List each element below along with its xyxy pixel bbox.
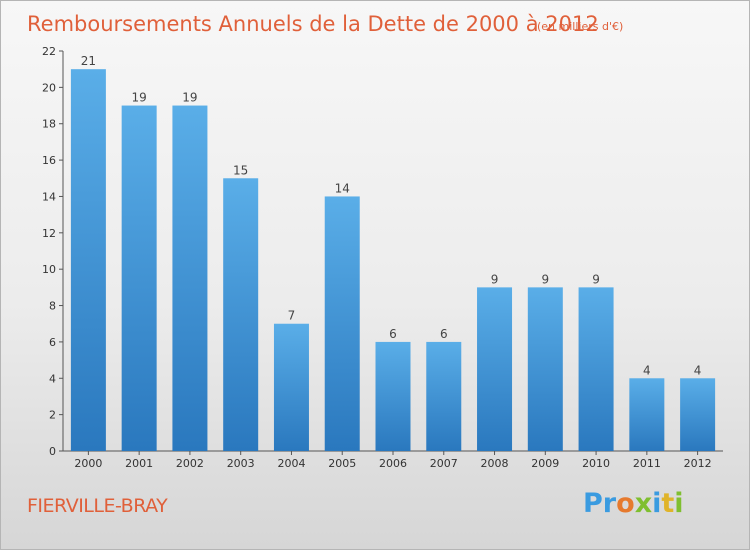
bar-value-label: 6	[440, 327, 448, 341]
y-tick-label: 0	[49, 445, 56, 458]
logo-letter: P	[583, 488, 603, 519]
bar-value-label: 14	[335, 181, 350, 195]
bar-value-label: 4	[694, 363, 702, 377]
axes: 0 2 4 6 8 10 12 14 16 18 20 22 2000 2001 2002 2003 2004 2…	[42, 45, 723, 470]
x-tick-label: 2002	[176, 457, 204, 470]
logo-letter: i	[652, 488, 662, 519]
bar-value-label: 19	[132, 91, 147, 105]
bar-value-label: 19	[182, 91, 197, 105]
x-tick-label: 2009	[531, 457, 559, 470]
bar	[578, 287, 614, 451]
bar-value-label: 21	[81, 54, 96, 68]
bar	[426, 341, 462, 451]
logo-letter: i	[674, 488, 684, 519]
x-tick-label: 2000	[74, 457, 102, 470]
bar	[324, 196, 360, 451]
commune-name: FIERVILLE-BRAY	[27, 495, 168, 517]
bar	[70, 69, 106, 451]
x-tick-label: 2006	[379, 457, 407, 470]
bar-value-label: 9	[491, 272, 499, 286]
bar-value-label: 7	[288, 309, 296, 323]
y-tick-label: 22	[42, 45, 56, 58]
bar-value-label: 9	[592, 272, 600, 286]
bar	[680, 378, 716, 451]
bar	[223, 178, 259, 452]
chart-title: Remboursements Annuels de la Dette de 20…	[27, 12, 599, 36]
proxiti-logo: Proxiti	[583, 488, 684, 519]
bar	[121, 105, 157, 451]
logo-letter: r	[602, 488, 617, 519]
x-tick-label: 2010	[582, 457, 610, 470]
x-tick-label: 2005	[328, 457, 356, 470]
x-tick-label: 2007	[430, 457, 458, 470]
y-tick-label: 20	[42, 81, 56, 94]
x-tick-label: 2003	[227, 457, 255, 470]
y-tick-label: 2	[49, 409, 56, 422]
bar	[172, 105, 208, 451]
y-tick-label: 12	[42, 227, 56, 240]
x-tick-label: 2012	[684, 457, 712, 470]
y-tick-label: 16	[42, 154, 56, 167]
bar	[375, 341, 411, 451]
y-tick-label: 18	[42, 118, 56, 131]
bar	[527, 287, 563, 451]
bar	[273, 323, 309, 451]
x-tick-label: 2011	[633, 457, 661, 470]
logo-letter: t	[661, 488, 675, 519]
chart-unit: (en milliers d'€)	[537, 20, 623, 33]
bar-value-label: 4	[643, 363, 651, 377]
bar-value-label: 9	[541, 272, 549, 286]
logo-letter: o	[616, 488, 635, 519]
bar-value-label: 6	[389, 327, 397, 341]
y-tick-label: 4	[49, 372, 56, 385]
bars-group: 21 19 19 15 7 14 6 6 9 9 9 4 4	[70, 54, 716, 452]
logo-letter: x	[634, 488, 653, 519]
bar	[629, 378, 665, 451]
y-tick-label: 6	[49, 336, 56, 349]
y-tick-label: 14	[42, 190, 56, 203]
x-tick-label: 2001	[125, 457, 153, 470]
bar	[477, 287, 513, 451]
x-tick-label: 2008	[481, 457, 509, 470]
y-tick-label: 8	[49, 300, 56, 313]
bar-value-label: 15	[233, 163, 248, 177]
x-tick-label: 2004	[277, 457, 305, 470]
y-tick-label: 10	[42, 263, 56, 276]
